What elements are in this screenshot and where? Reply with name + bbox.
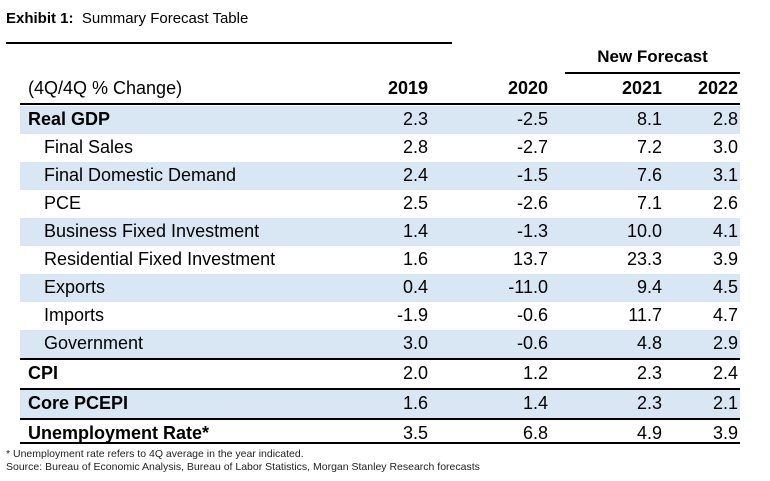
cell-value: 2.3 [636,363,662,383]
year-2020: 2020 [507,78,548,98]
cell-value: 1.2 [522,363,548,383]
cell-value: 4.5 [712,277,738,297]
cell-value: 13.7 [512,249,548,269]
cell-value: 7.1 [636,193,662,213]
row-label: Final Sales [44,137,134,157]
cell-value: 1.4 [522,393,548,413]
table-row: Exports 0.4 -11.0 9.4 4.5 [20,274,740,302]
cell-value: 8.1 [636,109,662,129]
year-2021: 2021 [621,78,662,98]
row-label: Real GDP [28,109,111,129]
table-row: Final Sales 2.8 -2.7 7.2 3.0 [20,134,740,162]
table-row: Residential Fixed Investment 1.6 13.7 23… [20,246,740,274]
cell-value: -11.0 [508,277,548,297]
cell-value: 4.8 [636,333,662,353]
cell-value: 4.1 [712,221,738,241]
cell-value: 1.6 [402,393,428,413]
cell-value: 4.7 [712,305,738,325]
footnote-source: Source: Bureau of Economic Analysis, Bur… [6,461,480,473]
row-label: CPI [28,363,59,383]
cell-value: -0.6 [516,305,548,325]
forecast-table: Real GDP 2.3 -2.5 8.1 2.8 Final Sales 2.… [20,106,740,448]
cell-value: 3.0 [402,333,428,353]
cell-value: 10.0 [626,221,662,241]
cell-value: 2.8 [402,137,428,157]
cell-value: 2.0 [402,363,428,383]
cell-value: 3.9 [712,249,738,269]
year-2019: 2019 [387,78,428,98]
cell-value: 2.3 [636,393,662,413]
cell-value: 2.8 [712,109,738,129]
footnote-note: * Unemployment rate refers to 4Q average… [6,448,304,460]
title-rule [6,42,452,44]
cell-value: 3.0 [712,137,738,157]
header-label: (4Q/4Q % Change) [28,78,183,98]
cell-value: 23.3 [626,249,662,269]
table-row: Business Fixed Investment 1.4 -1.3 10.0 … [20,218,740,246]
row-label: Business Fixed Investment [44,221,260,241]
row-label: Government [44,333,144,353]
cell-value: 2.5 [402,193,428,213]
column-header: (4Q/4Q % Change) 2019 2020 2021 2022 [20,78,740,102]
table-row: Final Domestic Demand 2.4 -1.5 7.6 3.1 [20,162,740,190]
cell-value: 11.7 [628,305,662,325]
exhibit-label: Exhibit 1: [6,10,74,27]
table-row: Core PCEPI 1.6 1.4 2.3 2.1 [20,388,740,418]
row-label: Core PCEPI [28,393,129,413]
header-rule [20,103,740,105]
table-row: CPI 2.0 1.2 2.3 2.4 [20,358,740,388]
row-label: Exports [44,277,106,297]
row-label: Imports [44,305,105,325]
cell-value: -2.6 [516,193,548,213]
cell-value: 2.4 [402,165,428,185]
cell-value: 3.5 [402,423,428,443]
cell-value: -1.9 [396,305,428,325]
cell-value: 0.4 [402,277,428,297]
cell-value: 1.4 [402,221,428,241]
cell-value: -2.5 [516,109,548,129]
exhibit-title-text: Summary Forecast Table [81,10,249,27]
cell-value: 7.2 [636,137,662,157]
new-forecast-label: New Forecast [597,47,708,66]
footnotes: * Unemployment rate refers to 4Q average… [6,448,480,474]
cell-value: 4.9 [636,423,662,443]
table-row: Imports -1.9 -0.6 11.7 4.7 [20,302,740,330]
cell-value: 3.1 [712,165,738,185]
cell-value: 6.8 [522,423,548,443]
cell-value: 2.1 [712,393,738,413]
year-2022: 2022 [697,78,738,98]
cell-value: -2.7 [516,137,548,157]
cell-value: 2.6 [712,193,738,213]
cell-value: -1.3 [516,221,548,241]
bottom-rule [20,442,740,444]
cell-value: -1.5 [516,165,548,185]
cell-value: 1.6 [402,249,428,269]
cell-value: 3.9 [712,423,738,443]
row-label: Residential Fixed Investment [44,249,276,269]
table-row: Unemployment Rate* 3.5 6.8 4.9 3.9 [20,418,740,448]
cell-value: 2.9 [712,333,738,353]
new-forecast-rule [565,72,740,74]
table-row: PCE 2.5 -2.6 7.1 2.6 [20,190,740,218]
cell-value: 7.6 [636,165,662,185]
table-row: Real GDP 2.3 -2.5 8.1 2.8 [20,106,740,134]
cell-value: 9.4 [636,277,662,297]
cell-value: 2.3 [402,109,428,129]
table-row: Government 3.0 -0.6 4.8 2.9 [20,330,740,358]
cell-value: 2.4 [712,363,738,383]
row-label: Final Domestic Demand [44,165,237,185]
row-label: PCE [44,193,82,213]
row-label: Unemployment Rate* [28,423,210,443]
cell-value: -0.6 [516,333,548,353]
exhibit-title: Exhibit 1: Summary Forecast Table [6,10,248,27]
